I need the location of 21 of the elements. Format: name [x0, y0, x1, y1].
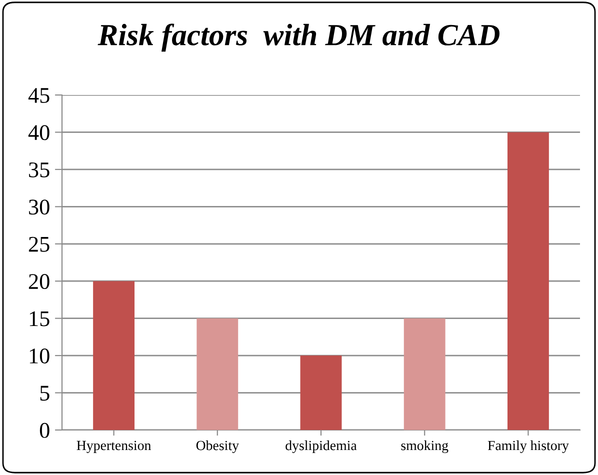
bar [93, 281, 135, 430]
y-tick-label: 45 [28, 88, 50, 103]
x-tick-label: smoking [401, 440, 448, 454]
y-tick-label: 25 [28, 236, 50, 252]
y-tick-label: 5 [40, 386, 50, 401]
y-tick-label: 20 [28, 274, 50, 290]
y-tick-label: 10 [30, 348, 50, 364]
y-tick-label: 0 [40, 422, 50, 438]
x-tick-label: Obesity [196, 440, 239, 454]
x-tick-label: Hypertension [76, 440, 152, 454]
y-tick-label: 15 [30, 311, 50, 326]
chart-title: Risk factors with DM and CAD [98, 24, 500, 52]
bar [196, 318, 238, 430]
y-tick-label: 40 [28, 125, 50, 140]
x-tick-label: Family history [488, 440, 569, 454]
y-tick-label: 30 [29, 200, 50, 215]
bar [300, 356, 342, 430]
bar [507, 132, 549, 430]
y-tick-label: 35 [29, 162, 50, 178]
x-tick-label: dyslipidemia [286, 440, 357, 454]
bar [404, 318, 446, 430]
